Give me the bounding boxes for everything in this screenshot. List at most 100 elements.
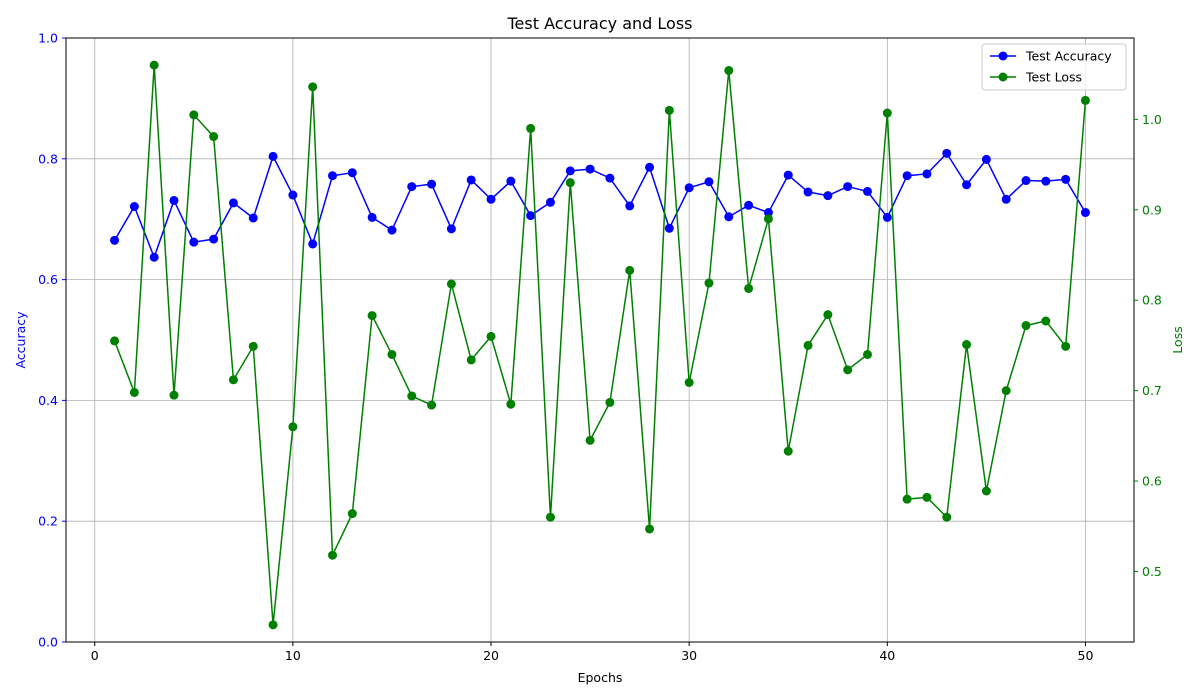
test-loss-series <box>110 60 1090 630</box>
x-tick-label: 10 <box>285 648 301 663</box>
test-accuracy-point <box>783 170 793 180</box>
test-loss-point <box>605 397 615 407</box>
test-accuracy-point <box>664 223 674 233</box>
test-accuracy-point <box>1080 208 1090 218</box>
test-accuracy-point <box>486 194 496 204</box>
left-y-axis-label: Accuracy <box>13 311 28 369</box>
right-y-axis: 0.5 0.6 0.7 0.8 0.9 1.0 <box>1134 112 1162 579</box>
left-y-tick-label: 0.6 <box>38 272 58 287</box>
test-accuracy-point <box>724 212 734 222</box>
test-loss-point <box>902 494 912 504</box>
test-accuracy-point <box>149 252 159 262</box>
test-accuracy-point <box>684 183 694 193</box>
test-accuracy-point <box>585 164 595 174</box>
test-accuracy-point <box>823 191 833 201</box>
test-loss-point <box>129 387 139 397</box>
test-loss-point <box>288 422 298 432</box>
test-loss-point <box>228 375 238 385</box>
test-loss-point <box>863 349 872 359</box>
test-accuracy-point <box>526 211 536 221</box>
test-loss-point <box>803 340 813 350</box>
right-y-tick-label: 0.8 <box>1142 293 1162 308</box>
test-loss-point <box>882 108 892 118</box>
test-loss-point <box>585 435 595 445</box>
test-accuracy-point <box>1061 174 1071 184</box>
test-accuracy-point <box>922 169 932 179</box>
test-loss-point <box>347 509 357 519</box>
x-axis: 0 10 20 30 40 50 <box>91 642 1094 663</box>
legend: Test Accuracy Test Loss <box>981 43 1127 91</box>
test-accuracy-point <box>446 224 456 234</box>
test-accuracy-point <box>704 177 714 187</box>
left-y-tick-label: 0.8 <box>38 151 58 166</box>
test-accuracy-point <box>565 166 575 176</box>
test-accuracy-point <box>625 201 635 211</box>
legend-box <box>981 43 1127 91</box>
test-loss-point <box>387 349 397 359</box>
legend-accuracy-label: Test Accuracy <box>1025 49 1112 64</box>
test-accuracy-point <box>248 213 258 223</box>
test-loss-line <box>113 64 1087 626</box>
right-y-tick-label: 0.6 <box>1142 474 1162 489</box>
test-loss-point <box>704 278 714 288</box>
test-loss-point <box>367 311 377 321</box>
test-accuracy-point <box>427 179 437 189</box>
legend-loss-marker <box>998 72 1008 82</box>
test-accuracy-point <box>902 171 912 181</box>
test-accuracy-point <box>863 186 872 196</box>
left-y-tick-label: 0.0 <box>38 635 58 650</box>
test-loss-point <box>268 620 278 630</box>
test-loss-point <box>922 492 932 502</box>
grid <box>66 37 1134 643</box>
test-loss-point <box>209 132 219 142</box>
x-tick-label: 30 <box>681 648 697 663</box>
test-loss-point <box>526 123 536 133</box>
test-loss-point <box>545 512 555 522</box>
test-accuracy-point <box>268 151 278 161</box>
test-accuracy-point <box>288 190 298 200</box>
test-loss-point <box>625 265 635 275</box>
test-loss-point <box>506 399 516 409</box>
test-accuracy-point <box>882 212 892 222</box>
test-accuracy-point <box>803 187 813 197</box>
test-accuracy-series <box>110 148 1090 262</box>
test-accuracy-point <box>843 182 853 192</box>
test-loss-point <box>664 105 674 115</box>
test-loss-point <box>466 355 476 365</box>
series-layer <box>110 60 1090 630</box>
plot-frame <box>65 37 1135 643</box>
test-loss-point <box>110 336 120 346</box>
right-y-tick-label: 0.5 <box>1142 564 1162 579</box>
test-accuracy-point <box>962 180 972 190</box>
test-loss-point <box>427 400 437 410</box>
x-tick-label: 50 <box>1078 648 1094 663</box>
test-loss-point <box>1061 341 1071 351</box>
chart-title: Test Accuracy and Loss <box>506 14 692 33</box>
test-accuracy-point <box>1001 194 1011 204</box>
test-accuracy-point <box>1021 176 1031 186</box>
test-accuracy-point <box>545 197 555 207</box>
right-y-tick-label: 0.9 <box>1142 202 1162 217</box>
test-loss-point <box>684 378 694 387</box>
test-loss-point <box>645 524 655 534</box>
right-y-tick-label: 1.0 <box>1142 112 1162 127</box>
test-accuracy-point <box>981 154 991 164</box>
test-accuracy-point <box>387 225 397 235</box>
test-accuracy-point <box>645 162 655 172</box>
test-loss-point <box>962 340 972 350</box>
test-accuracy-point <box>407 182 417 192</box>
test-loss-point <box>942 512 952 522</box>
test-loss-point <box>1001 386 1011 396</box>
test-accuracy-point <box>744 200 754 210</box>
test-accuracy-point <box>466 175 476 185</box>
left-y-tick-label: 0.2 <box>38 514 58 529</box>
left-y-tick-label: 0.4 <box>38 393 58 408</box>
test-loss-point <box>1080 95 1090 105</box>
test-accuracy-point <box>763 208 773 218</box>
test-accuracy-point <box>228 198 238 208</box>
test-accuracy-line <box>113 152 1087 258</box>
test-accuracy-point <box>209 234 219 244</box>
test-loss-point <box>169 390 179 400</box>
x-tick-label: 0 <box>91 648 99 663</box>
